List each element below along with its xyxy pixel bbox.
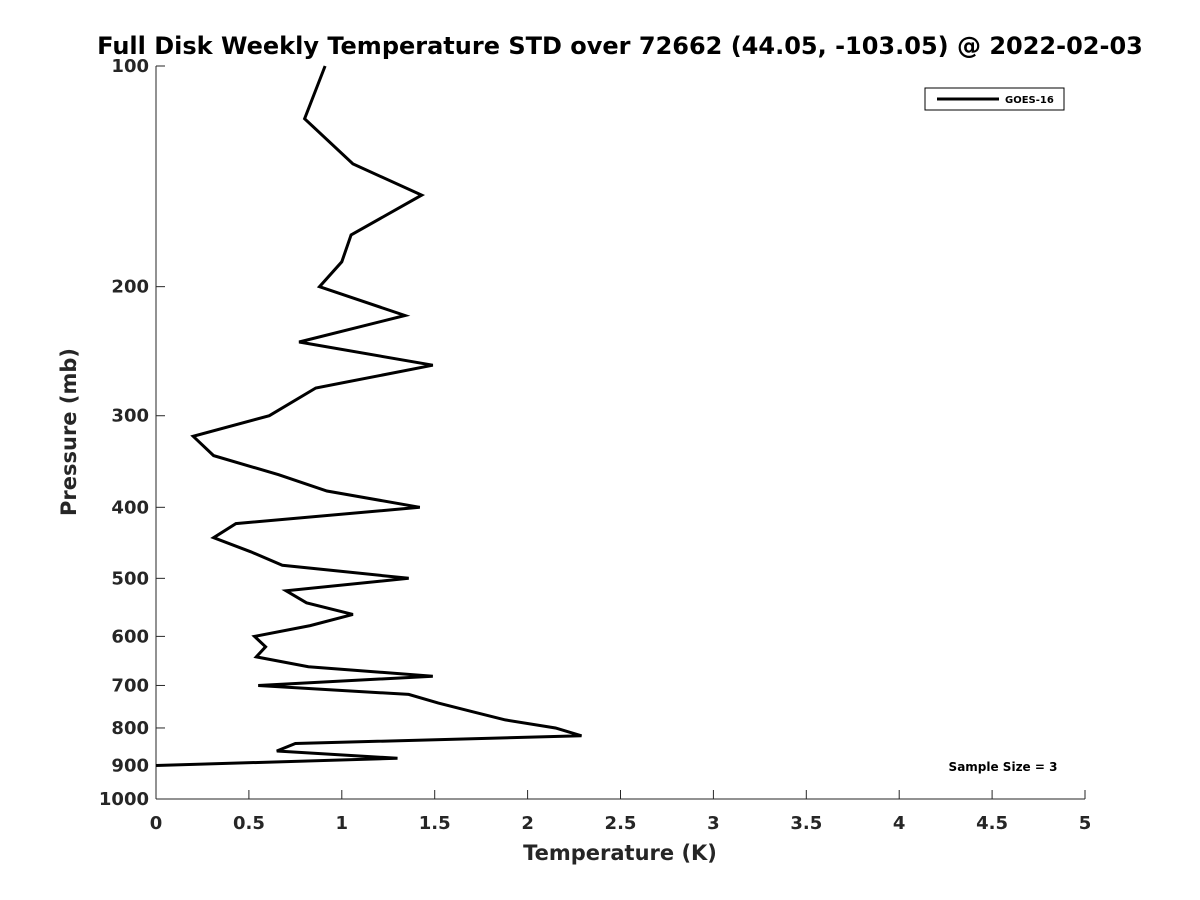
x-axis-label: Temperature (K) — [523, 841, 717, 865]
y-tick-label: 300 — [111, 406, 149, 427]
x-tick-label: 2.5 — [605, 813, 637, 834]
y-tick-label: 100 — [111, 56, 149, 77]
y-tick-label: 500 — [111, 568, 149, 589]
y-tick-label: 400 — [111, 497, 149, 518]
y-tick-label: 900 — [111, 755, 149, 776]
y-tick-label: 1000 — [99, 789, 149, 810]
axes: 0 0.5 1 1.5 2 2.5 3 3.5 4 4.5 5 100 200 300 400 500 600 7… — [99, 56, 1091, 834]
y-tick-label: 200 — [111, 277, 149, 298]
x-tick-label: 1.5 — [419, 813, 451, 834]
chart-title: Full Disk Weekly Temperature STD over 72… — [97, 32, 1143, 60]
x-tick-label: 1 — [336, 813, 349, 834]
legend-label-goes-16: GOES-16 — [1005, 95, 1054, 106]
x-tick-label: 4.5 — [976, 813, 1008, 834]
x-tick-label: 4 — [893, 813, 906, 834]
x-tick-label: 0.5 — [233, 813, 265, 834]
x-tick-label: 3.5 — [790, 813, 822, 834]
y-tick-label: 600 — [111, 626, 149, 647]
plot-area — [156, 66, 1085, 799]
y-axis-label: Pressure (mb) — [57, 348, 81, 516]
legend: GOES-16 — [924, 87, 1065, 111]
x-tick-label: 3 — [707, 813, 720, 834]
y-tick-label: 800 — [111, 718, 149, 739]
x-tick-label: 2 — [521, 813, 534, 834]
series-line-goes-16 — [155, 65, 582, 767]
x-tick-label: 0 — [150, 813, 163, 834]
series-layer — [155, 65, 582, 767]
sample-size-annotation: Sample Size = 3 — [949, 760, 1058, 774]
y-tick-label: 700 — [111, 675, 149, 696]
x-tick-label: 5 — [1079, 813, 1092, 834]
